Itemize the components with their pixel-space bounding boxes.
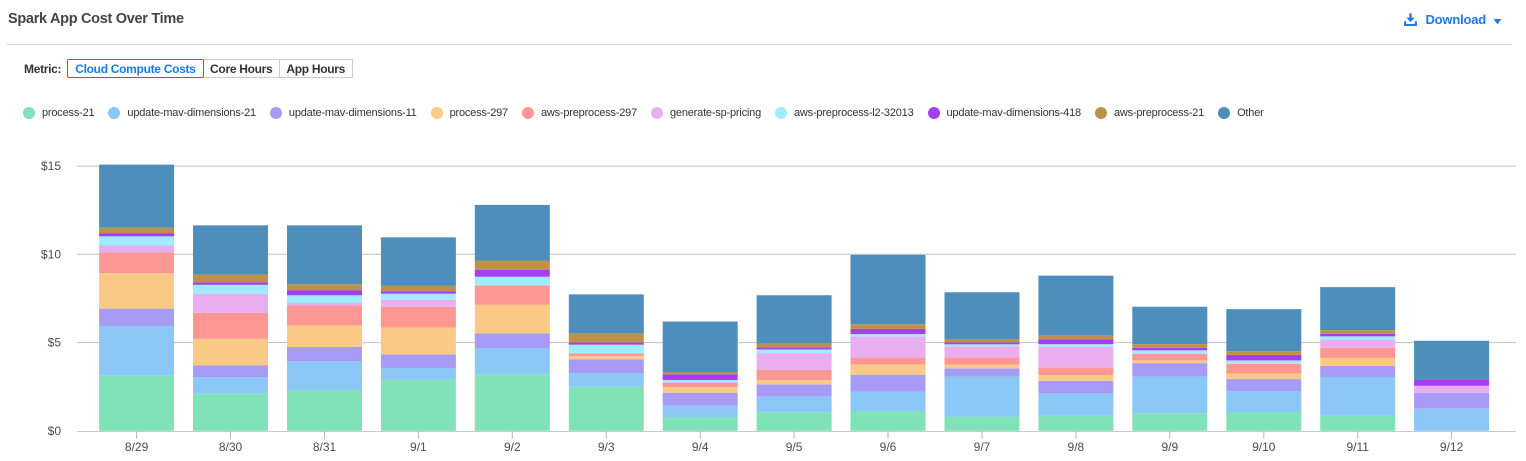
svg-text:9/5: 9/5 xyxy=(786,440,803,454)
svg-text:8/31: 8/31 xyxy=(313,440,337,454)
svg-text:9/1: 9/1 xyxy=(410,440,427,454)
svg-text:$15: $15 xyxy=(41,159,61,173)
svg-text:9/4: 9/4 xyxy=(692,440,709,454)
svg-text:8/30: 8/30 xyxy=(219,440,243,454)
svg-text:9/2: 9/2 xyxy=(504,440,521,454)
svg-text:8/29: 8/29 xyxy=(125,440,149,454)
svg-text:9/7: 9/7 xyxy=(974,440,991,454)
svg-text:9/10: 9/10 xyxy=(1252,440,1276,454)
svg-text:9/3: 9/3 xyxy=(598,440,615,454)
svg-text:$10: $10 xyxy=(41,247,61,261)
svg-text:9/12: 9/12 xyxy=(1440,440,1464,454)
svg-text:$0: $0 xyxy=(48,424,62,438)
svg-text:9/9: 9/9 xyxy=(1161,440,1178,454)
svg-text:9/8: 9/8 xyxy=(1068,440,1085,454)
svg-text:9/6: 9/6 xyxy=(880,440,897,454)
svg-text:9/11: 9/11 xyxy=(1346,440,1369,454)
svg-text:$5: $5 xyxy=(48,336,62,350)
